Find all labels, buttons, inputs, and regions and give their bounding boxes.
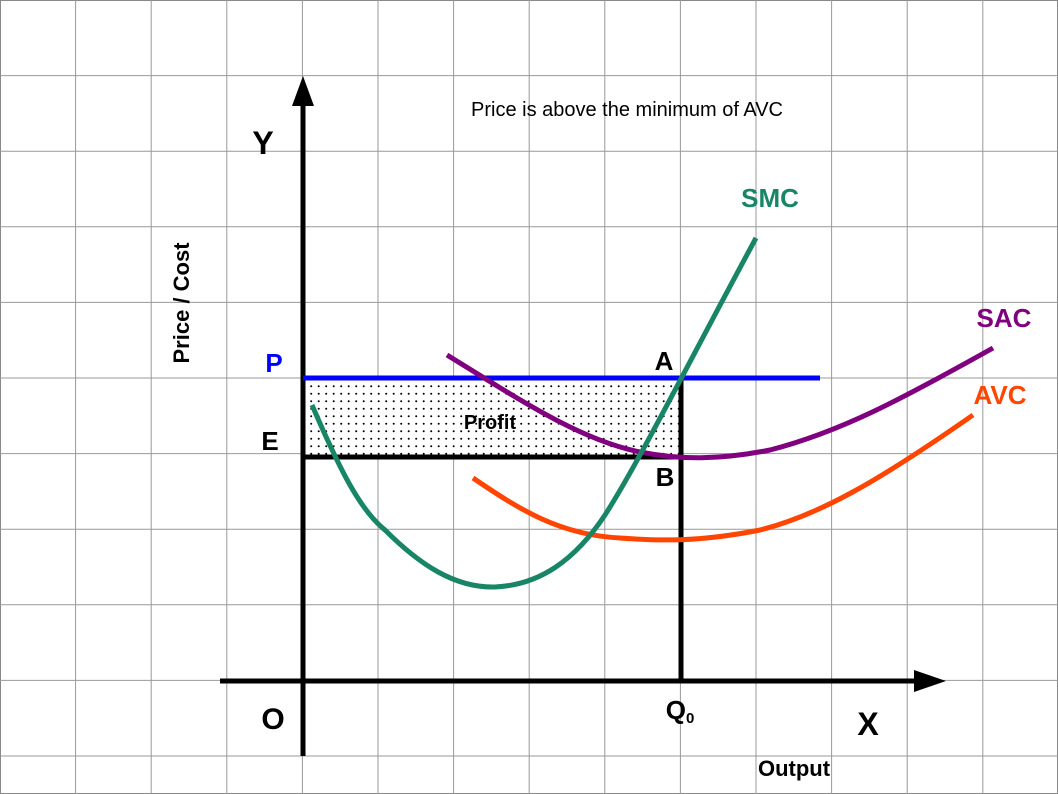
- label-a: A: [655, 346, 674, 376]
- label-p: P: [265, 348, 282, 378]
- smc-label: SMC: [741, 183, 799, 213]
- x-axis-arrow-icon: [914, 670, 946, 692]
- y-axis-letter: Y: [252, 125, 273, 161]
- diagram-title: Price is above the minimum of AVC: [471, 99, 783, 121]
- x-axis-letter: X: [857, 706, 879, 742]
- smc-curve: [309, 236, 759, 590]
- profit-label: Profit: [464, 412, 517, 434]
- label-q0: Q0: [666, 695, 695, 727]
- y-axis-label: Price / Cost: [169, 242, 194, 364]
- y-axis-arrow-icon: [292, 76, 314, 106]
- sac-label: SAC: [977, 303, 1032, 333]
- x-axis-label: Output: [758, 756, 831, 781]
- label-e: E: [261, 426, 278, 456]
- sac-curve: [445, 345, 995, 461]
- label-b: B: [656, 462, 675, 492]
- origin-label: O: [261, 703, 284, 736]
- avc-label: AVC: [974, 380, 1027, 410]
- avc-curve: [471, 412, 975, 543]
